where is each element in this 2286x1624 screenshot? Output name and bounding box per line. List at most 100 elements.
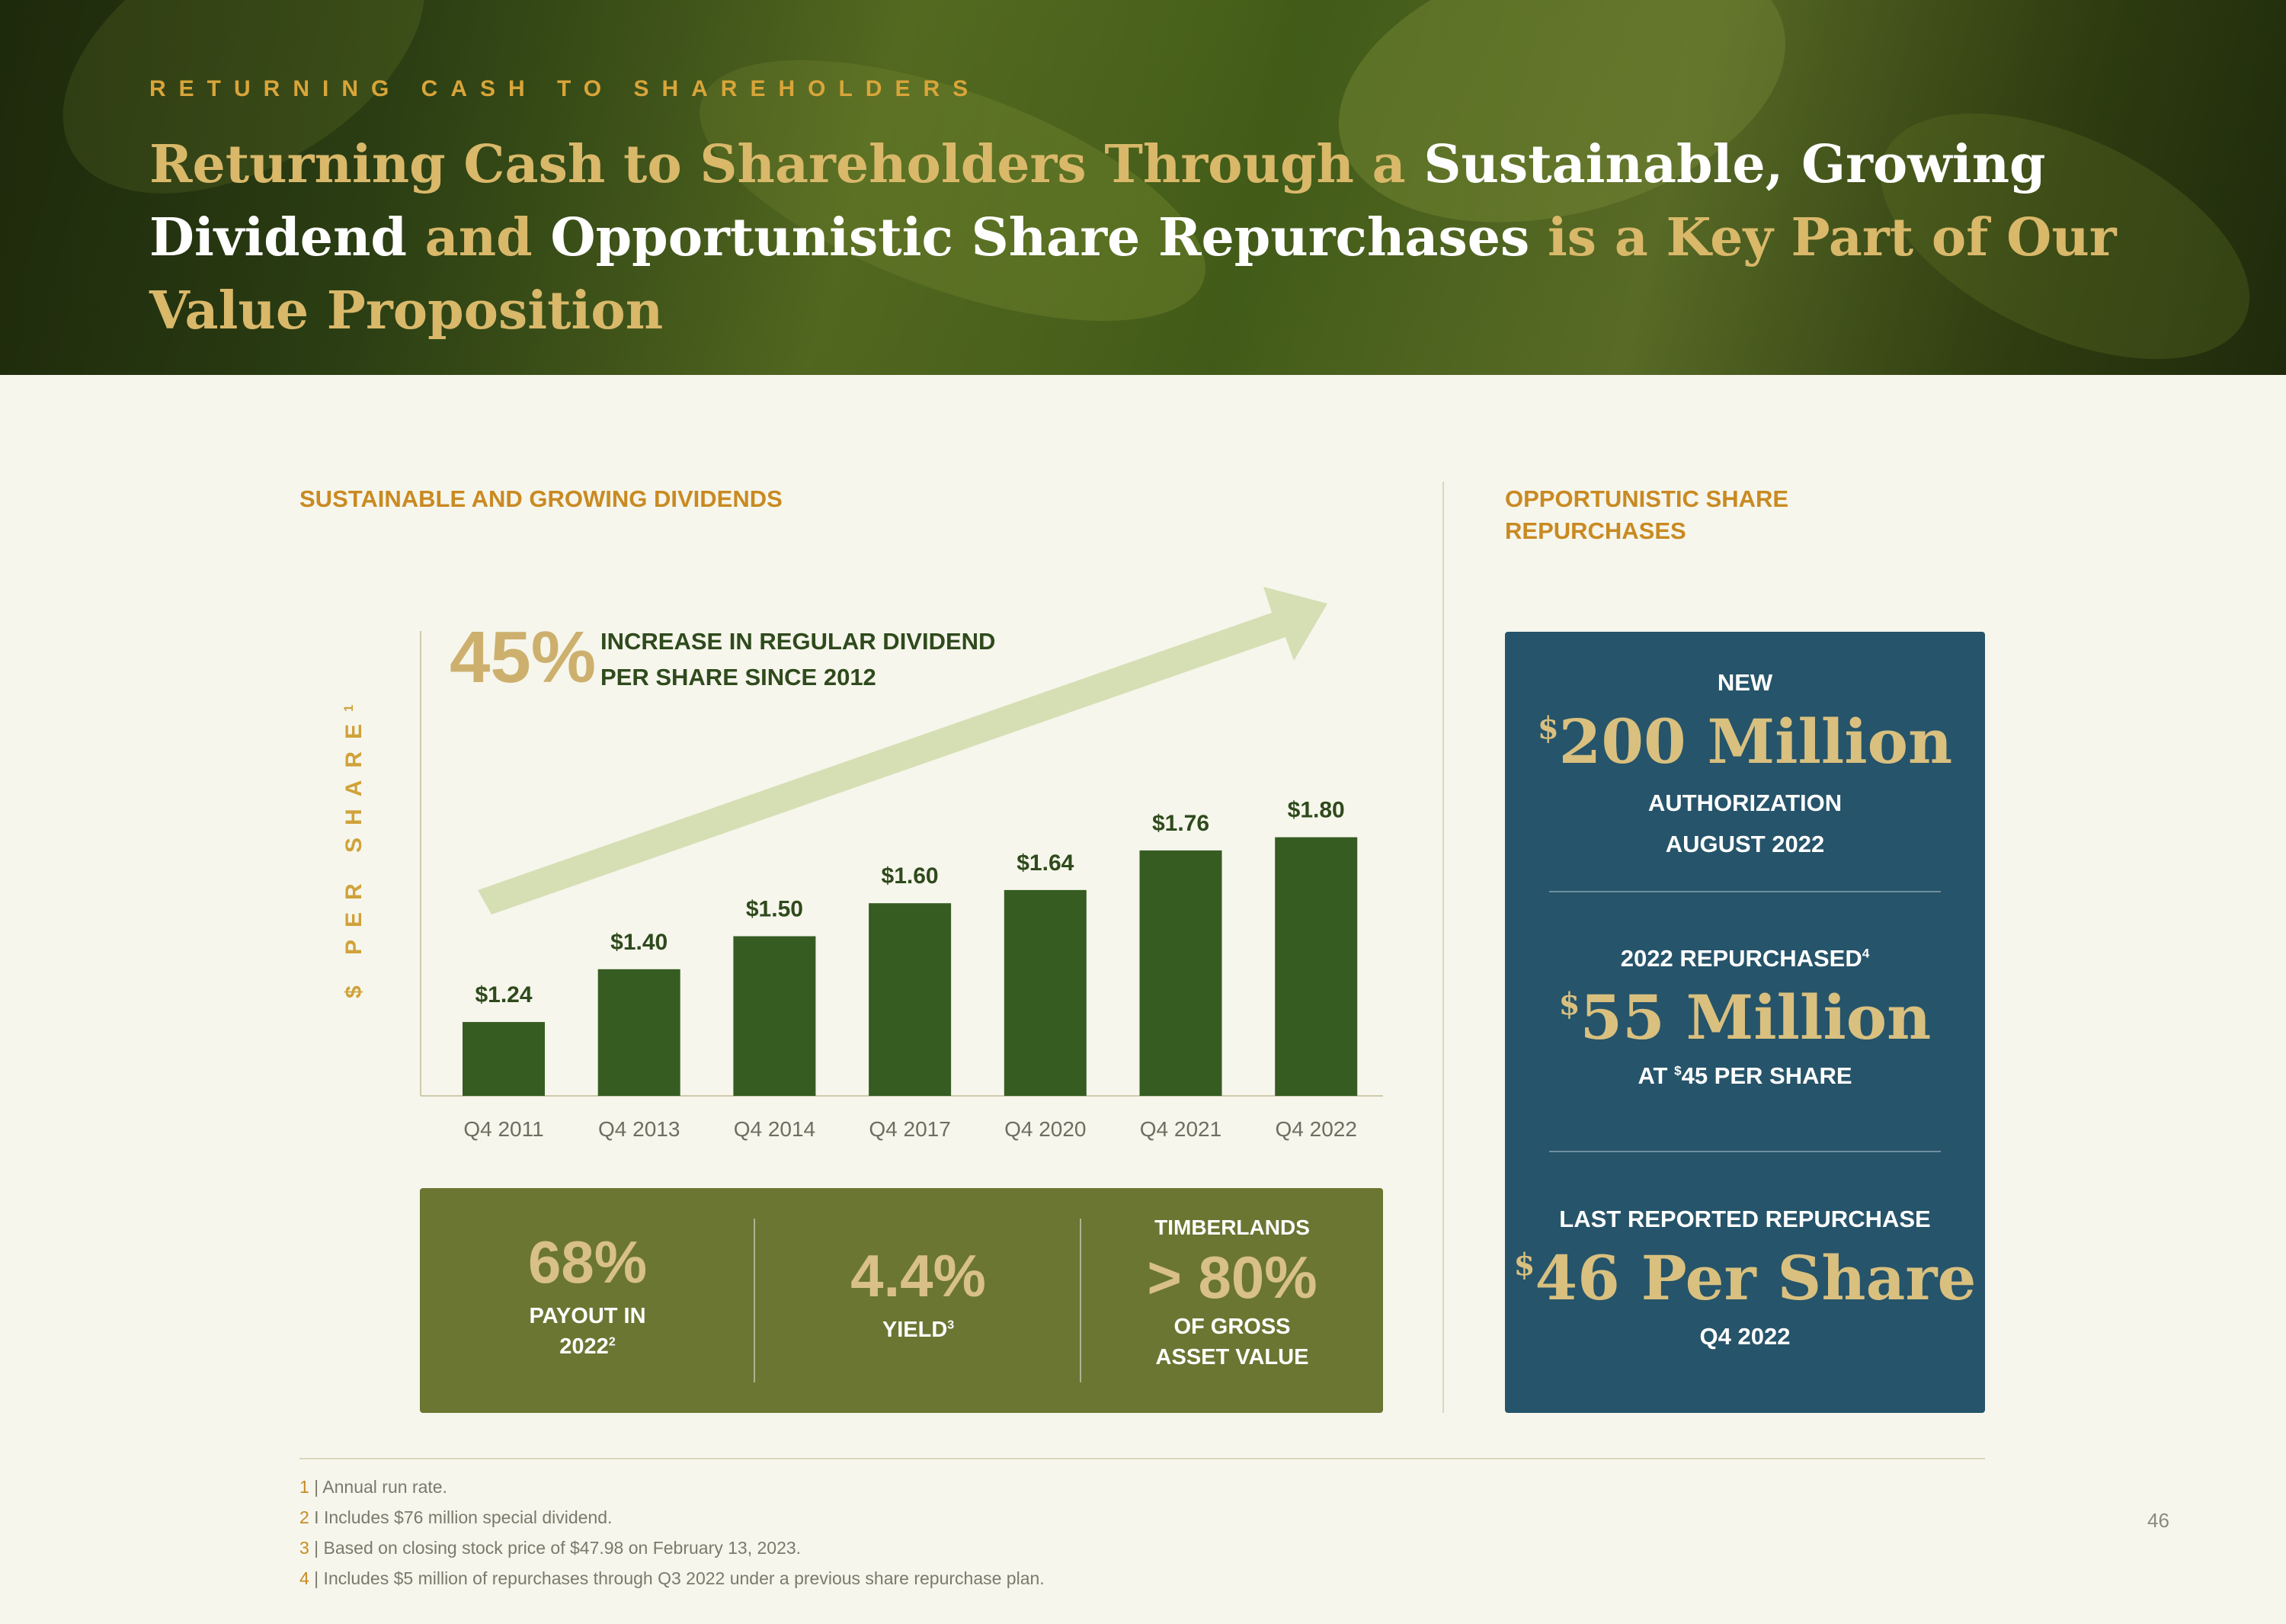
repurchase-divider xyxy=(1549,1151,1941,1152)
yield-label-text: YIELD xyxy=(882,1318,948,1342)
bar-q4-2022 xyxy=(1275,837,1358,1096)
currency-symbol: $ xyxy=(1513,1247,1535,1283)
footnote-text: | Based on closing stock price of $47.98… xyxy=(309,1538,802,1558)
x-tick-label: Q4 2021 xyxy=(1140,1117,1221,1141)
payout-stat: 68% PAYOUT IN 20222 xyxy=(420,1188,755,1413)
dividends-section-title: SUSTAINABLE AND GROWING DIVIDENDS xyxy=(299,485,783,512)
page-title: Returning Cash to Shareholders Through a… xyxy=(149,128,2237,348)
currency-symbol: $ xyxy=(1537,710,1559,746)
section-divider xyxy=(1442,482,1444,1413)
yield-value: 4.4% xyxy=(850,1242,986,1309)
authorization-block: NEW $200 Million AUTHORIZATION AUGUST 20… xyxy=(1505,662,1985,865)
stat-divider xyxy=(1080,1219,1081,1382)
bar-value-label: $1.76 xyxy=(1152,811,1209,836)
last-repurchase-amount-text: 46 Per Share xyxy=(1535,1242,1977,1314)
footnote-divider xyxy=(299,1458,1985,1459)
x-tick-label: Q4 2013 xyxy=(598,1117,680,1141)
repurchased-price: AT $45 PER SHARE xyxy=(1505,1055,1985,1097)
footnote-number: 1 xyxy=(299,1477,309,1497)
footnote-1: 1 | Annual run rate. xyxy=(299,1472,1045,1502)
timberlands-label: TIMBERLANDS xyxy=(1154,1216,1310,1239)
bar-value-label: $1.50 xyxy=(746,897,803,922)
repurchases-title-line2: REPURCHASES xyxy=(1505,517,1686,544)
repurchased-amount: $55 Million xyxy=(1505,979,1985,1055)
dividend-bar-chart: $1.24 Q4 2011 $1.40 Q4 2013 $1.50 Q4 2014 $1.6… xyxy=(420,587,1383,1141)
title-part: is a Key Part of Our Value Proposition xyxy=(149,207,2117,341)
price-text: 45 PER SHARE xyxy=(1681,1062,1852,1089)
authorization-line1: AUTHORIZATION xyxy=(1647,790,1843,816)
repurchase-box: NEW $200 Million AUTHORIZATION AUGUST 20… xyxy=(1505,632,1985,1413)
last-repurchase-top: LAST REPORTED REPURCHASE xyxy=(1559,1206,1931,1232)
footnote-4: 4 | Includes $5 million of repurchases t… xyxy=(299,1563,1045,1594)
price-prefix: AT xyxy=(1638,1062,1675,1089)
growth-arrow xyxy=(478,587,1327,915)
title-part: and xyxy=(406,207,551,268)
repurchased-block: 2022 REPURCHASED4 $55 Million AT $45 PER… xyxy=(1505,938,1985,1097)
payout-label: PAYOUT IN xyxy=(529,1304,646,1328)
payout-year-text: 2022 xyxy=(559,1334,609,1359)
bar-q4-2011 xyxy=(463,1022,545,1096)
repurchased-top-text: 2022 REPURCHASED xyxy=(1620,945,1862,972)
footnote-2: 2 I Includes $76 million special dividen… xyxy=(299,1502,1045,1533)
timberlands-stat: TIMBERLANDS > 80% OF GROSS ASSET VALUE xyxy=(1081,1188,1383,1413)
bar-q4-2013 xyxy=(597,969,680,1096)
repurchases-title-line1: OPPORTUNISTIC SHARE xyxy=(1505,485,1789,512)
bar-value-label: $1.64 xyxy=(1017,850,1074,876)
footnote-number: 3 xyxy=(299,1538,309,1558)
bar-value-label: $1.40 xyxy=(610,930,668,955)
bar-value-label: $1.24 xyxy=(475,982,532,1007)
repurchases-section-title: OPPORTUNISTIC SHARE REPURCHASES xyxy=(1505,483,1788,547)
timberlands-desc-1: OF GROSS xyxy=(1173,1315,1291,1339)
x-tick-label: Q4 2014 xyxy=(734,1117,815,1141)
timberlands-desc-2: ASSET VALUE xyxy=(1155,1345,1309,1369)
stat-divider xyxy=(754,1219,755,1382)
last-repurchase-amount: $46 Per Share xyxy=(1505,1240,1985,1316)
currency-symbol: $ xyxy=(1674,1063,1682,1078)
timberlands-value: > 80% xyxy=(1147,1244,1317,1311)
authorization-amount: $200 Million xyxy=(1505,703,1985,780)
payout-year: 20222 xyxy=(420,1331,755,1362)
bar-q4-2014 xyxy=(733,936,816,1096)
repurchased-top: 2022 REPURCHASED4 xyxy=(1505,938,1985,979)
title-part: Returning Cash to Shareholders Through a xyxy=(149,134,1424,195)
repurchase-divider xyxy=(1549,891,1941,892)
footnote-text: | Annual run rate. xyxy=(309,1477,447,1497)
footnote-text: | Includes $5 million of repurchases thr… xyxy=(309,1568,1045,1588)
footnotes: 1 | Annual run rate. 2 I Includes $76 mi… xyxy=(299,1472,1045,1594)
bar-q4-2021 xyxy=(1139,850,1222,1096)
dividend-increase-text: INCREASE IN REGULAR DIVIDEND PER SHARE S… xyxy=(600,628,996,690)
bar-value-label: $1.60 xyxy=(882,863,939,889)
last-repurchase-block: LAST REPORTED REPURCHASE $46 Per Share Q… xyxy=(1505,1199,1985,1357)
x-tick-label: Q4 2017 xyxy=(869,1117,950,1141)
page-number: 46 xyxy=(2147,1509,2169,1532)
title-highlight: Sustainable, Growing Dividend xyxy=(149,134,2046,268)
eyebrow-label: RETURNING CASH TO SHAREHOLDERS xyxy=(149,76,981,101)
yield-footnote: 3 xyxy=(947,1318,955,1332)
repurchased-amount-text: 55 Million xyxy=(1580,982,1932,1053)
yield-stat: 4.4% YIELD3 xyxy=(755,1188,1081,1413)
last-repurchase-period: Q4 2022 xyxy=(1699,1323,1791,1350)
footnote-number: 4 xyxy=(299,1568,309,1588)
bar-q4-2020 xyxy=(1004,889,1087,1096)
footnote-text: I Includes $76 million special dividend. xyxy=(309,1507,613,1527)
yield-label: YIELD3 xyxy=(755,1315,1081,1345)
authorization-top: NEW xyxy=(1717,669,1773,696)
payout-value: 68% xyxy=(527,1228,648,1296)
bar-q4-2017 xyxy=(869,903,952,1096)
footnote-3: 3 | Based on closing stock price of $47.… xyxy=(299,1533,1045,1563)
bar-value-label: $1.80 xyxy=(1288,798,1345,823)
authorization-amount-text: 200 Million xyxy=(1558,706,1953,777)
x-tick-label: Q4 2020 xyxy=(1004,1117,1086,1141)
currency-symbol: $ xyxy=(1558,986,1580,1022)
x-tick-label: Q4 2022 xyxy=(1275,1117,1356,1141)
payout-footnote: 2 xyxy=(608,1335,616,1349)
banner-shade xyxy=(0,0,2286,375)
dividend-increase-value: 45% xyxy=(450,617,597,698)
authorization-line2: AUGUST 2022 xyxy=(1665,831,1825,857)
repurchased-footnote: 4 xyxy=(1862,946,1870,961)
dividend-stats-box: 68% PAYOUT IN 20222 4.4% YIELD3 TIMBERLA… xyxy=(420,1188,1383,1413)
title-highlight: Opportunistic Share Repurchases xyxy=(550,207,1530,268)
x-tick-label: Q4 2011 xyxy=(463,1117,543,1141)
header-banner: RETURNING CASH TO SHAREHOLDERS Returning… xyxy=(0,0,2286,375)
footnote-number: 2 xyxy=(299,1507,309,1527)
